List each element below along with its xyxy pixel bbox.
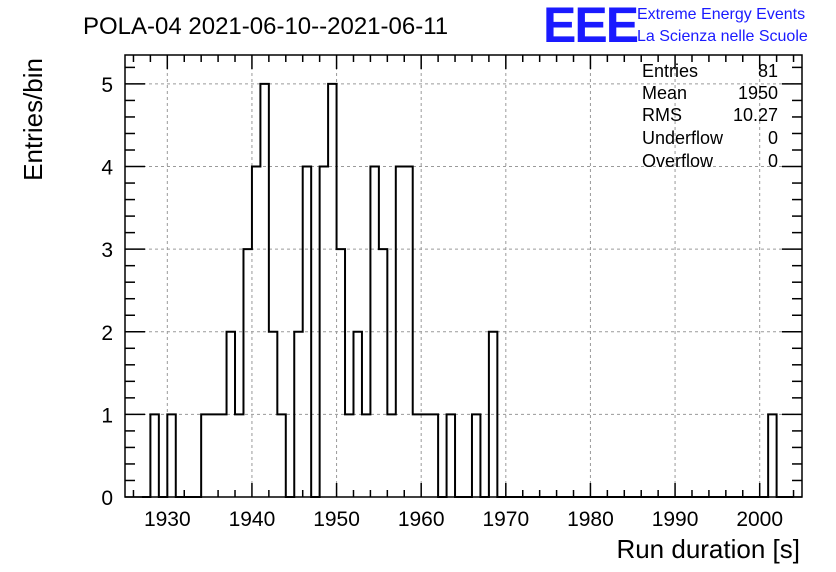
y-axis-title: Entries/bin [18, 58, 48, 181]
x-tick-label: 1950 [313, 508, 360, 531]
x-tick-label: 2000 [736, 508, 783, 531]
grid-lines [125, 55, 802, 497]
histogram-bin [345, 414, 353, 497]
histogram-bin [404, 167, 412, 497]
logo-line-2: La Scienza nelle Scuole [637, 28, 808, 45]
histogram-bin [370, 167, 378, 497]
stats-mean-value: 1950 [738, 83, 778, 103]
eee-logo: EEE Extreme Energy Events La Scienza nel… [543, 0, 808, 53]
x-tick-label: 1960 [398, 508, 445, 531]
histogram-bin [413, 414, 421, 497]
histogram-bin [260, 84, 268, 497]
x-tick-label: 1990 [652, 508, 699, 531]
histogram-bin [277, 414, 285, 497]
logo-line-1: Extreme Energy Events [637, 6, 805, 23]
histogram-bin [210, 414, 218, 497]
histogram-bin [379, 249, 387, 497]
histogram-bin [320, 167, 328, 497]
x-axis-title: Run duration [s] [616, 534, 800, 564]
histogram-bin [269, 332, 277, 497]
x-tick-labels: 1930 1940 1950 1960 1970 1980 1990 2000 [144, 508, 783, 531]
histogram-bin [421, 414, 429, 497]
x-tick-label: 1930 [144, 508, 191, 531]
histogram-bin [150, 414, 158, 497]
stats-underflow-value: 0 [768, 128, 778, 148]
histogram-bin [768, 414, 776, 497]
y-tick-label: 0 [101, 487, 113, 510]
histogram-bin [447, 414, 455, 497]
stats-mean-label: Mean [642, 83, 687, 103]
histogram-bin [303, 167, 311, 497]
y-tick-labels: 0 1 2 3 4 5 [101, 74, 113, 510]
histogram-bin [430, 414, 438, 497]
stats-underflow-label: Underflow [642, 128, 724, 148]
histogram-bin [396, 167, 404, 497]
histogram-bin [235, 414, 243, 497]
histogram-bin [353, 332, 361, 497]
histogram-bin [489, 332, 497, 497]
logo-mark: EEE [543, 0, 638, 53]
histogram-bin [294, 332, 302, 497]
plot-frame [124, 54, 803, 498]
histogram-bin [243, 249, 251, 497]
histogram-bin [227, 332, 235, 497]
axis-ticks [125, 55, 802, 498]
histogram-bin [328, 84, 336, 497]
x-tick-label: 1980 [567, 508, 614, 531]
histogram-bin [167, 414, 175, 497]
stats-rms-value: 10.27 [733, 105, 778, 125]
histogram-bin [387, 414, 395, 497]
histogram-bin [201, 414, 209, 497]
y-tick-label: 4 [101, 157, 113, 180]
stats-overflow-value: 0 [768, 151, 778, 171]
histogram-bin [362, 414, 370, 497]
y-tick-label: 2 [101, 322, 113, 345]
y-tick-label: 3 [101, 239, 113, 262]
y-tick-label: 5 [101, 74, 113, 97]
stats-entries-value: 81 [758, 61, 778, 81]
histogram-bin [218, 414, 226, 497]
histogram-bin [472, 414, 480, 497]
y-tick-label: 1 [101, 404, 113, 427]
x-tick-label: 1970 [482, 508, 529, 531]
stats-rms-label: RMS [642, 105, 682, 125]
stats-entries-label: Entries [642, 61, 698, 81]
chart-title: POLA-04 2021-06-10--2021-06-11 [83, 13, 448, 40]
histogram-bin [252, 167, 260, 497]
x-tick-label: 1940 [229, 508, 276, 531]
histogram-bin [337, 249, 345, 497]
stats-overflow-label: Overflow [642, 151, 714, 171]
stats-box: Entries 81 Mean 1950 RMS 10.27 Underflow… [642, 61, 778, 171]
